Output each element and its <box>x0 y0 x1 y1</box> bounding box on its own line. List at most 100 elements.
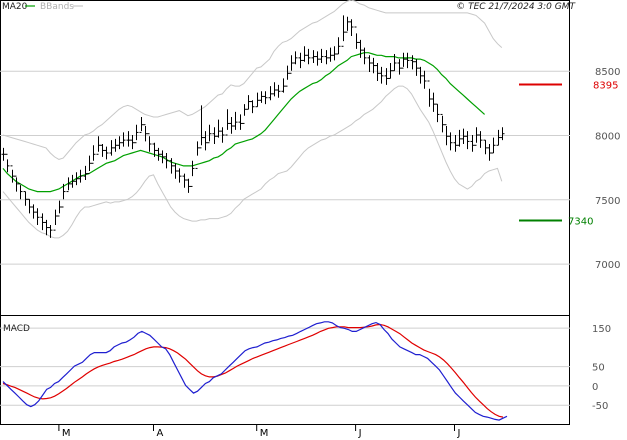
ohlc-bar <box>401 52 406 69</box>
ohlc-bar <box>177 168 182 183</box>
ohlc-bar <box>306 48 311 65</box>
ohlc-bar <box>57 200 62 217</box>
ohlc-bar <box>229 117 234 134</box>
bband-lower <box>2 85 503 239</box>
bollinger-bands <box>2 0 503 239</box>
price-tick-label: 8500 <box>595 67 620 78</box>
ohlc-bars <box>1 15 505 238</box>
month-tick-label: J <box>457 428 461 439</box>
chart-frame <box>0 0 570 425</box>
ohlc-bar <box>255 92 260 108</box>
ohlc-bar <box>126 131 131 147</box>
ohlc-bar <box>10 165 15 183</box>
ma20-line <box>2 52 485 193</box>
source-stamp: © TEC 21/7/2024 3:0 GMT <box>456 2 576 12</box>
ohlc-bar <box>156 147 161 161</box>
ohlc-bar <box>487 144 492 161</box>
ohlc-bar <box>427 80 432 107</box>
ohlc-bar <box>53 209 58 231</box>
macd-line <box>2 321 508 421</box>
ohlc-bar <box>18 183 23 200</box>
ohlc-bar <box>40 213 45 231</box>
ohlc-bar <box>48 225 53 238</box>
ohlc-bar <box>281 78 286 93</box>
ohlc-bar <box>139 117 144 133</box>
ohlc-bar <box>496 129 501 146</box>
ohlc-bar <box>461 128 466 144</box>
price-tick-label: 8000 <box>595 132 620 143</box>
signal-line <box>2 323 504 418</box>
ohlc-bar <box>113 138 118 152</box>
ohlc-bar <box>302 46 307 62</box>
macd-axis: 150 50 0 -50 <box>592 324 611 412</box>
macd-title: MACD <box>3 324 30 334</box>
price-levels: 8395 7340 <box>519 81 618 228</box>
ohlc-bar <box>83 165 88 180</box>
price-axis: 7000 7500 8000 8500 <box>595 67 620 271</box>
ohlc-bar <box>371 57 376 74</box>
ohlc-bar <box>392 54 397 72</box>
ohlc-bar <box>250 100 255 114</box>
ohlc-bar <box>216 119 221 138</box>
bband-upper <box>2 0 503 160</box>
ohlc-bar <box>212 127 217 144</box>
month-tick-label: J <box>358 428 362 439</box>
ohlc-bar <box>298 52 303 69</box>
ohlc-bar <box>431 92 436 112</box>
ohlc-bar <box>410 55 415 70</box>
ohlc-bar <box>388 63 393 79</box>
macd-tick-label: 0 <box>592 382 598 393</box>
macd-tick-label: 150 <box>592 324 611 335</box>
ohlc-bar <box>345 16 350 33</box>
price-gridlines <box>0 70 570 265</box>
ohlc-bar <box>246 95 251 110</box>
ma20-path <box>2 52 485 193</box>
ohlc-bar <box>91 145 96 164</box>
ohlc-bar <box>354 26 359 49</box>
ohlc-bar <box>238 114 243 130</box>
ohlc-bar <box>367 55 372 72</box>
month-tick-label: M <box>260 428 269 439</box>
ohlc-bar <box>147 133 152 152</box>
ohlc-bar <box>14 175 19 192</box>
ohlc-bar <box>96 136 101 155</box>
ohlc-bar <box>336 37 341 55</box>
ohlc-bar <box>182 173 187 188</box>
ohlc-bar <box>397 59 402 75</box>
ohlc-bar <box>121 132 126 147</box>
ohlc-bar <box>87 155 92 175</box>
ohlc-bar <box>491 137 496 154</box>
ohlc-bar <box>440 113 445 133</box>
ohlc-bar <box>104 146 109 160</box>
ohlc-bar <box>164 153 169 169</box>
ohlc-bar <box>242 104 247 124</box>
macd-gridlines <box>0 327 570 406</box>
ohlc-bar <box>324 50 329 65</box>
ohlc-bar <box>186 178 191 193</box>
ohlc-bar <box>444 124 449 146</box>
ohlc-bar <box>379 66 384 84</box>
ohlc-bar <box>448 132 453 151</box>
ohlc-bar <box>483 139 488 155</box>
ohlc-bar <box>160 150 165 164</box>
ohlc-bar <box>470 135 475 152</box>
ohlc-bar <box>27 198 32 214</box>
ohlc-bar <box>319 48 324 63</box>
ohlc-bar <box>199 105 204 149</box>
price-tick-label: 7000 <box>595 260 620 271</box>
ohlc-bar <box>422 70 427 89</box>
ohlc-bar <box>225 109 230 136</box>
ohlc-bar <box>259 91 264 103</box>
ohlc-bar <box>109 140 114 156</box>
macd-lines <box>2 321 508 421</box>
ohlc-bar <box>311 50 316 63</box>
ohlc-bar <box>405 52 410 69</box>
ohlc-bar <box>1 147 6 161</box>
ohlc-bar <box>358 39 363 58</box>
ohlc-bar <box>5 153 10 173</box>
ohlc-bar <box>285 65 290 87</box>
ohlc-bar <box>23 191 28 206</box>
macd-tick-label: -50 <box>592 401 608 412</box>
ohlc-bar <box>268 86 273 101</box>
